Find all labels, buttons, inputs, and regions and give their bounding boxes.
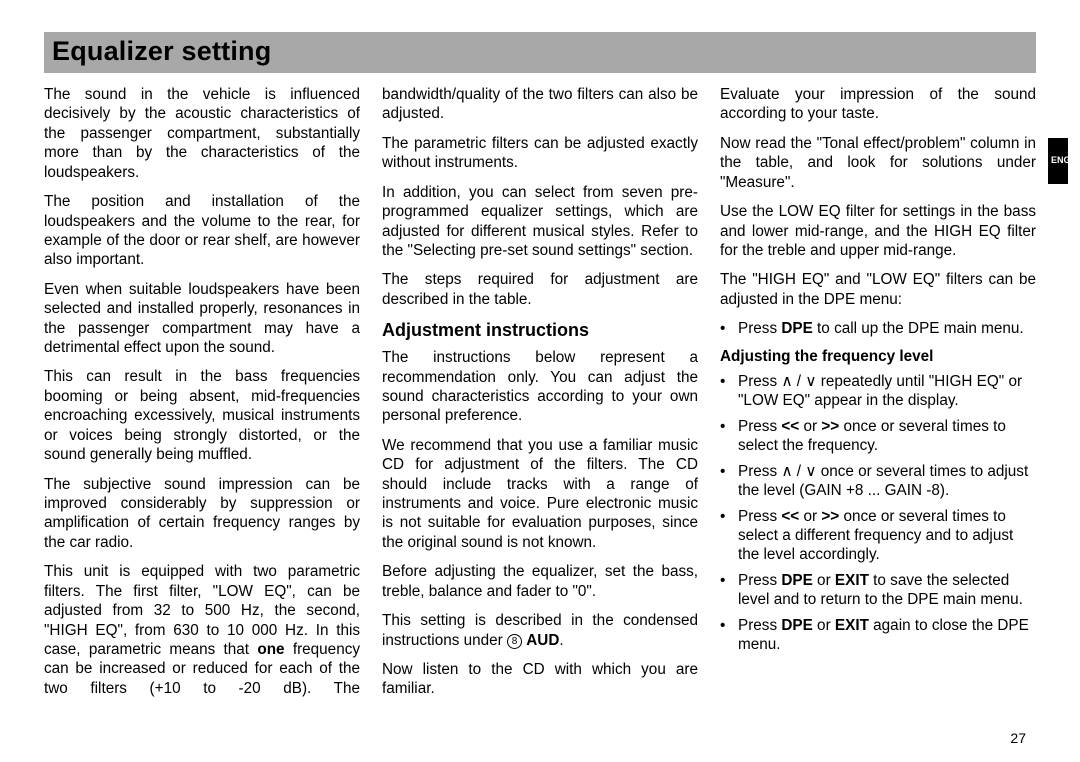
body-text: The instructions below represent a recom… xyxy=(382,348,698,426)
list-text: Press DPE to call up the DPE main menu. xyxy=(738,319,1036,338)
bold-text: DPE xyxy=(781,572,812,589)
body-text: or xyxy=(813,617,835,634)
bullet-icon: • xyxy=(720,571,738,610)
list-item: • Press DPE to call up the DPE main menu… xyxy=(720,319,1036,338)
title-bar: Equalizer setting xyxy=(44,32,1036,73)
body-text: The subjective sound impression can be i… xyxy=(44,475,360,553)
bullet-list: • Press ∧ / ∨ repeatedly until "HIGH EQ"… xyxy=(720,372,1036,654)
bold-text: EXIT xyxy=(835,617,869,634)
bullet-icon: • xyxy=(720,462,738,501)
body-text: Press xyxy=(738,617,781,634)
body-text: Press xyxy=(738,418,781,435)
page-title: Equalizer setting xyxy=(52,36,1028,67)
circled-number-icon: 8 xyxy=(507,634,522,649)
bullet-icon: • xyxy=(720,417,738,456)
body-text: to call up the DPE main menu. xyxy=(813,320,1024,337)
list-text: Press DPE or EXIT again to close the DPE… xyxy=(738,616,1036,655)
body-text: The steps required for adjustment are de… xyxy=(382,270,698,309)
bold-text: DPE xyxy=(781,320,812,337)
body-text: or xyxy=(813,572,835,589)
body-text: The "HIGH EQ" and "LOW EQ" filters can b… xyxy=(720,270,1036,309)
list-item: • Press DPE or EXIT again to close the D… xyxy=(720,616,1036,655)
list-text: Press ∧ / ∨ repeatedly until "HIGH EQ" o… xyxy=(738,372,1036,411)
list-text: Press ∧ / ∨ once or several times to adj… xyxy=(738,462,1036,501)
content-columns: The sound in the vehicle is influenced d… xyxy=(44,85,1036,725)
body-text: Use the LOW EQ filter for settings in th… xyxy=(720,202,1036,260)
body-text: Even when suitable loudspeakers have bee… xyxy=(44,280,360,358)
bold-text: one xyxy=(257,641,284,658)
body-text: Now listen to the CD with which you are … xyxy=(382,660,698,699)
list-item: • Press DPE or EXIT to save the selected… xyxy=(720,571,1036,610)
body-text: We recommend that you use a familiar mus… xyxy=(382,436,698,553)
body-text: or xyxy=(799,508,821,525)
section-heading: Adjustment instructions xyxy=(382,319,698,342)
list-item: • Press << or >> once or several times t… xyxy=(720,417,1036,456)
bold-text: EXIT xyxy=(835,572,869,589)
list-text: Press << or >> once or several times to … xyxy=(738,417,1036,456)
bullet-list: • Press DPE to call up the DPE main menu… xyxy=(720,319,1036,338)
body-text: . xyxy=(559,632,563,649)
body-text: The sound in the vehicle is influenced d… xyxy=(44,85,360,182)
bold-text: AUD xyxy=(526,632,559,649)
bullet-icon: • xyxy=(720,319,738,338)
bold-text: << xyxy=(781,508,799,525)
body-text: This can result in the bass frequencies … xyxy=(44,367,360,464)
manual-page: Equalizer setting The sound in the vehic… xyxy=(0,0,1080,762)
bullet-icon: • xyxy=(720,616,738,655)
list-text: Press DPE or EXIT to save the selected l… xyxy=(738,571,1036,610)
list-item: • Press << or >> once or several times t… xyxy=(720,507,1036,565)
body-text: Evaluate your impression of the sound ac… xyxy=(720,85,1036,124)
body-text: The parametric filters can be adjusted e… xyxy=(382,134,698,173)
body-text: The position and installation of the lou… xyxy=(44,192,360,270)
list-text: Press << or >> once or several times to … xyxy=(738,507,1036,565)
bold-text: << xyxy=(781,418,799,435)
body-text: or xyxy=(799,418,821,435)
body-text: In addition, you can select from seven p… xyxy=(382,183,698,261)
language-tab: ENGLISH xyxy=(1048,138,1068,184)
body-text: Press xyxy=(738,320,781,337)
body-text: Before adjusting the equalizer, set the … xyxy=(382,562,698,601)
bullet-icon: • xyxy=(720,507,738,565)
body-text: Press xyxy=(738,572,781,589)
page-number: 27 xyxy=(1010,730,1026,746)
body-text: This setting is described in the condens… xyxy=(382,611,698,650)
bullet-icon: • xyxy=(720,372,738,411)
bold-text: DPE xyxy=(781,617,812,634)
subsection-heading: Adjusting the frequency level xyxy=(720,347,1036,366)
body-text: Press xyxy=(738,508,781,525)
list-item: • Press ∧ / ∨ once or several times to a… xyxy=(720,462,1036,501)
body-text: Now read the "Tonal effect/problem" colu… xyxy=(720,134,1036,192)
bold-text: >> xyxy=(821,508,839,525)
list-item: • Press ∧ / ∨ repeatedly until "HIGH EQ"… xyxy=(720,372,1036,411)
bold-text: >> xyxy=(821,418,839,435)
